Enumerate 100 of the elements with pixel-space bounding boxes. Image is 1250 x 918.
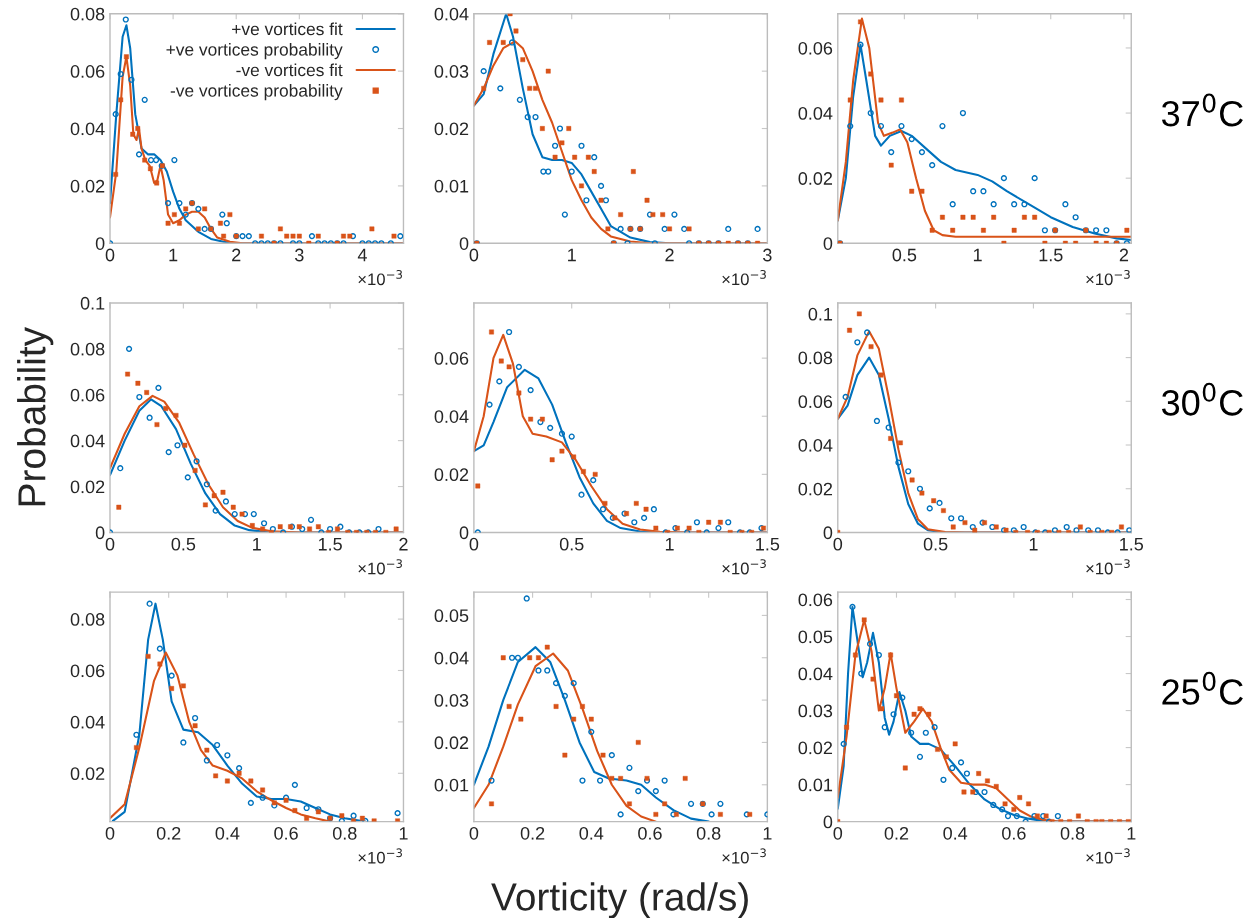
text: 37$^{0}$C	[1161, 93, 1243, 127]
x-tick-label: 1	[568, 248, 576, 262]
x-tick-label: 0.8	[1060, 826, 1085, 840]
y-tick-label: 0.06	[434, 352, 469, 365]
x-tick-label: 1	[1029, 537, 1038, 551]
y-tick-label: 0.05	[434, 609, 469, 623]
x-tick-label: 0.6	[1002, 826, 1026, 840]
y-tick-label: 0.08	[70, 613, 105, 626]
x-tick-label: 4	[357, 248, 367, 262]
y-tick-label: 0.08	[798, 351, 833, 365]
x-tick-label: 0.4	[943, 826, 968, 840]
y-tick-label: 0.04	[70, 715, 105, 729]
y-tick-label: 0	[95, 237, 105, 250]
y-tick-label: 0.02	[798, 741, 833, 755]
y-tick-label: 0	[823, 526, 833, 540]
y-tick-label: 0.02	[70, 767, 105, 781]
text: ×10$^{−3}$	[358, 270, 402, 286]
y-tick-label: 0.06	[798, 395, 833, 409]
x-tick-label: 0.2	[884, 826, 909, 840]
y-tick-label: 0	[459, 526, 469, 540]
y-tick-label: 0	[823, 815, 833, 829]
x-tick-label: 0.5	[171, 537, 196, 551]
y-tick-label: 0.08	[70, 7, 105, 21]
text: ×10$^{−3}$	[1086, 559, 1130, 575]
x-tick-label: 0	[469, 248, 479, 262]
x-tick-label: 1	[169, 248, 178, 262]
y-tick-label: 0.04	[70, 434, 105, 448]
x-tick-label: 0.2	[156, 826, 181, 840]
y-tick-label: 0.1	[80, 296, 105, 310]
y-tick-label: 0.04	[798, 667, 833, 681]
text: ×10$^{−3}$	[358, 559, 402, 575]
x-tick-label: 1.5	[318, 537, 342, 551]
x-tick-label: 3	[295, 248, 304, 262]
y-tick-label: 0.04	[434, 410, 469, 423]
y-tick-label: 0.06	[70, 65, 105, 78]
x-tick-label: 1	[399, 827, 408, 840]
x-tick-label: 0	[105, 826, 115, 840]
x-tick-label: 2	[399, 537, 408, 551]
x-tick-label: 0	[105, 537, 115, 551]
y-tick-label: 0.1	[808, 307, 833, 321]
x-tick-label: 1.5	[756, 537, 780, 551]
y-tick-label: 0.02	[798, 482, 833, 496]
y-tick-label: 0.02	[434, 736, 469, 750]
y-tick-label: 0.01	[434, 179, 469, 193]
legend-label: +ve vortices probability	[166, 42, 343, 60]
text: ×10$^{−3}$	[358, 848, 402, 864]
legend-label: -ve vortices fit	[236, 63, 343, 77]
y-tick-label: 0.08	[70, 342, 105, 356]
x-tick-label: 1.5	[1039, 248, 1063, 262]
y-tick-label: 0.05	[798, 630, 833, 644]
x-tick-label: 2	[232, 248, 241, 262]
legend-label: +ve vortices fit	[232, 22, 343, 36]
x-tick-label: 3	[763, 248, 772, 262]
legend-label: -ve vortices probability	[170, 84, 343, 101]
y-tick-label: 0.02	[434, 122, 469, 136]
y-tick-label: 0.04	[798, 438, 833, 452]
y-tick-label: 0.02	[434, 468, 469, 482]
y-tick-label: 0.03	[434, 694, 469, 707]
x-tick-label: 1	[665, 537, 674, 551]
y-tick-label: 0.02	[70, 179, 105, 193]
y-tick-label: 0.04	[70, 122, 105, 136]
x-tick-label: 1.5	[1120, 537, 1144, 551]
x-tick-label: 0	[469, 826, 479, 840]
x-tick-label: 0.5	[559, 537, 584, 551]
x-axis-title: Vorticity (rad/s)	[491, 882, 748, 918]
x-tick-label: 1	[253, 537, 261, 551]
text: 25$^{0}$C	[1162, 671, 1243, 705]
x-tick-label: 0.6	[274, 826, 298, 840]
text: ×10$^{−3}$	[722, 270, 766, 286]
y-axis-title: Probability	[17, 326, 54, 506]
y-tick-label: 0	[459, 237, 469, 250]
y-tick-label: 0.06	[70, 664, 105, 678]
y-tick-label: 0.04	[434, 651, 469, 665]
x-tick-label: 0	[833, 826, 843, 840]
y-tick-label: 0.02	[70, 480, 105, 494]
x-tick-label: 2	[1119, 248, 1129, 262]
y-tick-label: 0.04	[798, 106, 833, 120]
x-tick-label: 0.5	[923, 537, 948, 551]
y-tick-label: 0.06	[798, 41, 833, 55]
x-tick-label: 1	[763, 827, 772, 840]
text: ×10$^{−3}$	[1086, 270, 1130, 286]
y-tick-label: 0.01	[798, 778, 833, 792]
x-tick-label: 0.4	[579, 826, 604, 840]
y-tick-label: 0.03	[798, 704, 833, 718]
y-tick-label: 0	[823, 237, 833, 250]
y-tick-label: 0	[95, 526, 105, 540]
x-tick-label: 0.6	[638, 826, 662, 840]
x-tick-label: 0.8	[696, 826, 721, 840]
x-tick-label: 0	[105, 248, 115, 262]
y-tick-label: 0.02	[798, 172, 833, 185]
x-tick-label: 0.4	[215, 826, 240, 840]
x-tick-label: 1	[973, 248, 982, 262]
x-tick-label: 0	[469, 537, 479, 551]
text: 30$^{0}$C	[1161, 382, 1243, 416]
y-tick-label: 0.03	[434, 65, 469, 78]
x-tick-label: 0	[833, 537, 843, 551]
y-tick-label: 0.06	[798, 593, 833, 607]
y-tick-label: 0.04	[434, 7, 469, 21]
x-tick-label: 1	[1127, 827, 1136, 840]
x-tick-label: 0.5	[892, 248, 917, 262]
